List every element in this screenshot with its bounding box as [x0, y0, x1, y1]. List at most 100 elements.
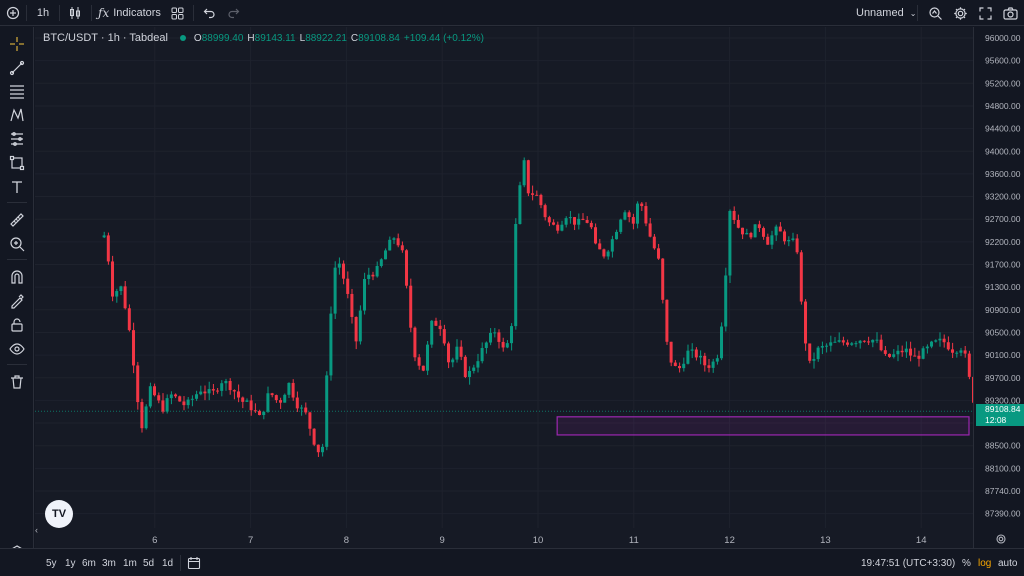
symbol-title[interactable]: BTC/USDT · 1h · Tabdeal: [43, 32, 168, 44]
camera-icon[interactable]: [1000, 0, 1020, 26]
redo-icon[interactable]: [224, 0, 242, 26]
prediction-icon[interactable]: [4, 128, 30, 150]
candle-body: [720, 326, 724, 359]
candle-body: [774, 226, 778, 236]
candle-body: [568, 217, 572, 219]
candle-body: [808, 343, 812, 361]
eye-icon[interactable]: [4, 338, 30, 360]
candle-body: [400, 245, 404, 251]
price-axis[interactable]: 96000.00 95600.00 95200.00 94800.00 94400.00…: [973, 27, 1024, 548]
candlestick-chart[interactable]: 6789101112131415: [35, 27, 973, 548]
candle-body: [127, 308, 131, 331]
candle-body: [594, 227, 598, 244]
price-tick-label: 96000.00: [985, 33, 1021, 43]
candle-body: [333, 267, 337, 314]
bar-style-icon[interactable]: [66, 0, 84, 26]
range-5y[interactable]: 5y: [46, 557, 57, 569]
candle-body: [102, 235, 106, 238]
alert-icon[interactable]: [925, 0, 945, 26]
candle-body: [169, 394, 173, 399]
zoom-icon[interactable]: [4, 233, 30, 255]
chart-pane[interactable]: 6789101112131415 BTC/USDT · 1h · Tabdeal…: [35, 27, 973, 548]
time-tick-label: 12: [724, 535, 735, 546]
candle-body: [921, 348, 925, 359]
candle-body: [619, 219, 623, 232]
candle-body: [182, 401, 186, 406]
text-icon[interactable]: [4, 176, 30, 198]
candle-body: [363, 278, 367, 311]
candle-body: [757, 224, 761, 229]
log-toggle[interactable]: log: [978, 557, 992, 569]
percent-toggle[interactable]: %: [962, 557, 971, 569]
candle-body: [577, 218, 581, 225]
candle-body: [405, 250, 409, 286]
range-1y[interactable]: 1y: [65, 557, 76, 569]
candle-body: [665, 299, 669, 342]
candle-body: [955, 352, 959, 354]
top-toolbar: 1h ƒx Indicators Unnamed ⌄: [0, 0, 1024, 26]
range-5d[interactable]: 5d: [143, 557, 155, 569]
timeframe-button[interactable]: 1h: [36, 7, 50, 19]
lock-icon[interactable]: [4, 314, 30, 336]
fib-icon[interactable]: [4, 80, 30, 102]
candle-body: [388, 239, 392, 251]
axis-settings-gear-icon[interactable]: [995, 533, 1009, 547]
candle-body: [892, 354, 896, 357]
candle-body: [938, 338, 942, 341]
collapse-arrow-icon[interactable]: ‹: [35, 525, 38, 535]
candle-body: [543, 205, 547, 218]
candle-body: [153, 386, 157, 396]
candle-body: [430, 320, 434, 345]
lock-drawing-icon[interactable]: [4, 290, 30, 312]
range-3m[interactable]: 3m: [102, 557, 116, 569]
date-range-icon[interactable]: [187, 549, 201, 576]
price-tick-label: 94000.00: [985, 146, 1021, 156]
layout-menu[interactable]: Unnamed ⌄: [856, 0, 916, 26]
candle-body: [778, 226, 782, 232]
crosshair-icon[interactable]: [4, 33, 30, 55]
candle-body: [858, 340, 862, 344]
fullscreen-icon[interactable]: [975, 0, 995, 26]
candle-body: [648, 223, 652, 237]
ruler-icon[interactable]: [4, 209, 30, 231]
settings-gear-icon[interactable]: [950, 0, 970, 26]
clock-timezone[interactable]: 19:47:51 (UTC+3:30): [861, 557, 956, 569]
candle-body: [711, 361, 715, 368]
candle-body: [329, 313, 333, 376]
templates-grid-icon[interactable]: [168, 0, 186, 26]
range-6m[interactable]: 6m: [82, 557, 96, 569]
candle-body: [337, 263, 341, 268]
trend-line-icon[interactable]: [4, 57, 30, 79]
undo-icon[interactable]: [200, 0, 218, 26]
candle-body: [262, 411, 266, 416]
auto-toggle[interactable]: auto: [998, 557, 1018, 569]
indicators-button[interactable]: ƒx Indicators: [98, 0, 161, 26]
close-value: 89108.84: [358, 32, 400, 44]
price-tick-label: 91700.00: [985, 260, 1021, 270]
plus-circle-icon[interactable]: [4, 0, 22, 26]
price-tick-label: 92200.00: [985, 237, 1021, 247]
price-tick-label: 90900.00: [985, 305, 1021, 315]
candle-body: [384, 250, 388, 260]
range-1m[interactable]: 1m: [123, 557, 137, 569]
shapes-icon[interactable]: [4, 152, 30, 174]
last-price-tag: 89108.84 12:08: [976, 404, 1024, 427]
pattern-icon[interactable]: [4, 104, 30, 126]
candle-body: [346, 278, 350, 294]
candle-body: [888, 353, 892, 357]
candle-body: [123, 286, 127, 309]
candle-body: [930, 341, 934, 347]
magnet-icon[interactable]: [4, 266, 30, 288]
candle-body: [241, 397, 245, 402]
candle-body: [946, 342, 950, 350]
price-tick-label: 95200.00: [985, 78, 1021, 88]
time-tick-label: 13: [820, 535, 831, 546]
tradingview-logo[interactable]: TV: [45, 500, 73, 528]
candle-body: [316, 444, 320, 453]
candle-body: [535, 194, 539, 196]
range-1d[interactable]: 1d: [162, 557, 174, 569]
candle-body: [883, 350, 887, 354]
trash-icon[interactable]: [4, 371, 30, 393]
candle-body: [484, 342, 488, 349]
candle-body: [178, 396, 182, 402]
